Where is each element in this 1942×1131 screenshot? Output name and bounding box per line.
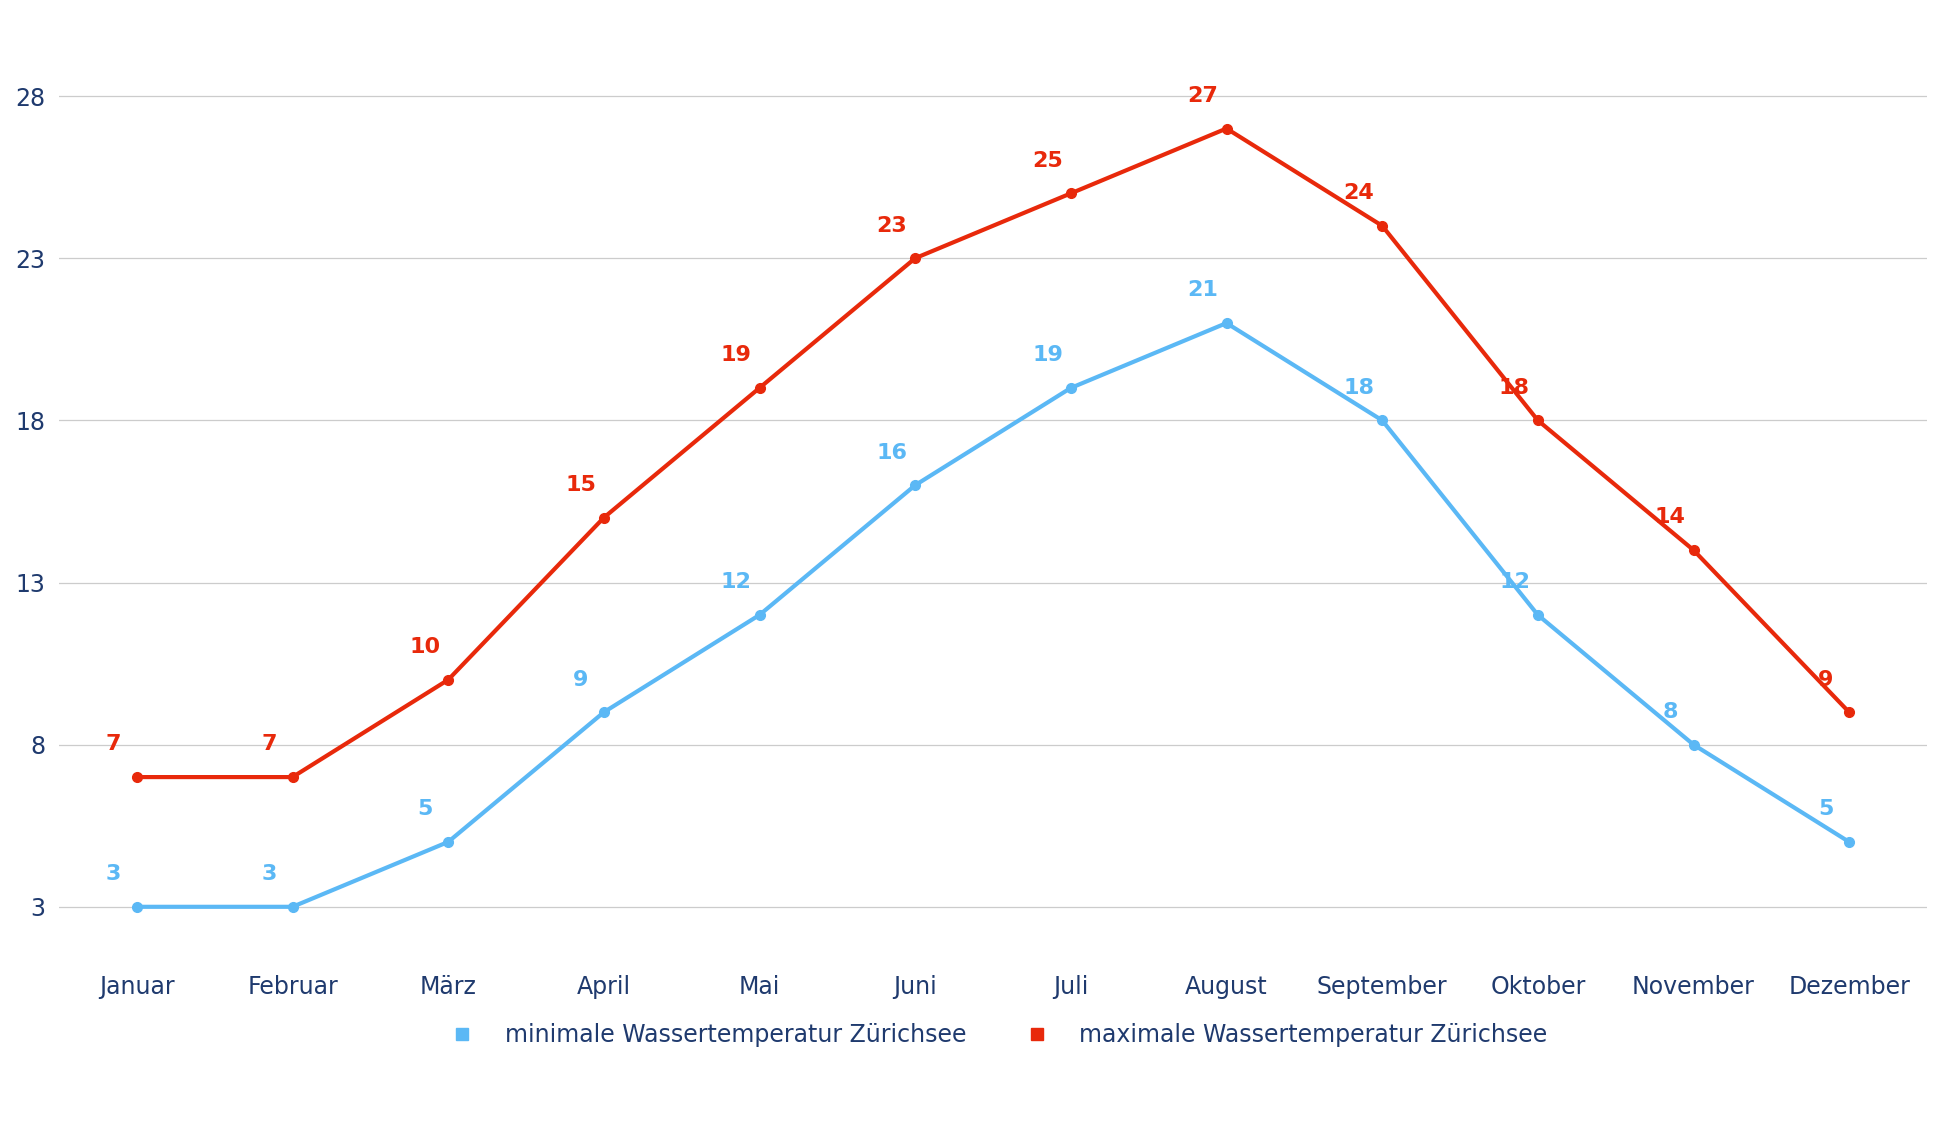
Text: 3: 3 bbox=[105, 864, 120, 884]
Text: 23: 23 bbox=[876, 216, 907, 235]
Legend: minimale Wassertemperatur Zürichsee, maximale Wassertemperatur Zürichsee: minimale Wassertemperatur Zürichsee, max… bbox=[429, 1013, 1557, 1056]
minimale Wassertemperatur Zürichsee bbox=[1216, 317, 1239, 330]
Text: 19: 19 bbox=[1031, 345, 1062, 365]
minimale Wassertemperatur Zürichsee bbox=[592, 706, 616, 719]
Text: 27: 27 bbox=[1189, 86, 1218, 106]
maximale Wassertemperatur Zürichsee bbox=[1371, 219, 1394, 233]
Text: 25: 25 bbox=[1031, 150, 1062, 171]
minimale Wassertemperatur Zürichsee bbox=[1682, 737, 1705, 751]
Text: 15: 15 bbox=[565, 475, 596, 495]
Text: 3: 3 bbox=[262, 864, 278, 884]
Line: maximale Wassertemperatur Zürichsee: maximale Wassertemperatur Zürichsee bbox=[132, 123, 1855, 782]
Text: 12: 12 bbox=[720, 572, 752, 593]
Text: 16: 16 bbox=[876, 442, 907, 463]
Text: 7: 7 bbox=[262, 734, 278, 754]
minimale Wassertemperatur Zürichsee bbox=[903, 478, 926, 492]
minimale Wassertemperatur Zürichsee bbox=[748, 608, 771, 622]
maximale Wassertemperatur Zürichsee bbox=[282, 770, 305, 784]
Text: 18: 18 bbox=[1344, 378, 1375, 398]
Text: 12: 12 bbox=[1499, 572, 1530, 593]
maximale Wassertemperatur Zürichsee bbox=[1058, 187, 1082, 200]
maximale Wassertemperatur Zürichsee bbox=[592, 511, 616, 525]
minimale Wassertemperatur Zürichsee bbox=[437, 835, 460, 848]
maximale Wassertemperatur Zürichsee bbox=[1216, 122, 1239, 136]
Text: 9: 9 bbox=[573, 670, 588, 690]
Text: 5: 5 bbox=[418, 800, 433, 819]
Text: 19: 19 bbox=[720, 345, 752, 365]
minimale Wassertemperatur Zürichsee bbox=[1371, 414, 1394, 428]
minimale Wassertemperatur Zürichsee bbox=[1526, 608, 1550, 622]
Text: 10: 10 bbox=[410, 637, 441, 657]
minimale Wassertemperatur Zürichsee bbox=[1058, 381, 1082, 395]
Text: 21: 21 bbox=[1189, 280, 1218, 301]
maximale Wassertemperatur Zürichsee bbox=[437, 673, 460, 687]
Text: 7: 7 bbox=[105, 734, 120, 754]
maximale Wassertemperatur Zürichsee bbox=[1837, 706, 1860, 719]
Text: 9: 9 bbox=[1818, 670, 1833, 690]
Text: 24: 24 bbox=[1344, 183, 1375, 204]
Line: minimale Wassertemperatur Zürichsee: minimale Wassertemperatur Zürichsee bbox=[132, 318, 1855, 912]
Text: 18: 18 bbox=[1499, 378, 1530, 398]
Text: 14: 14 bbox=[1655, 508, 1686, 527]
Text: 8: 8 bbox=[1662, 702, 1678, 722]
maximale Wassertemperatur Zürichsee bbox=[1682, 543, 1705, 556]
maximale Wassertemperatur Zürichsee bbox=[124, 770, 148, 784]
maximale Wassertemperatur Zürichsee bbox=[903, 251, 926, 265]
maximale Wassertemperatur Zürichsee bbox=[748, 381, 771, 395]
minimale Wassertemperatur Zürichsee bbox=[282, 900, 305, 914]
minimale Wassertemperatur Zürichsee bbox=[124, 900, 148, 914]
minimale Wassertemperatur Zürichsee bbox=[1837, 835, 1860, 848]
maximale Wassertemperatur Zürichsee bbox=[1526, 414, 1550, 428]
Text: 5: 5 bbox=[1818, 800, 1833, 819]
